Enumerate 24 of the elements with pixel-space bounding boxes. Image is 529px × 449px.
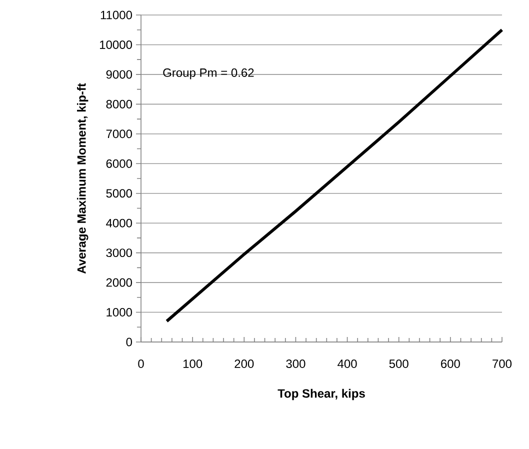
y-tick-label: 2000 [106, 278, 132, 287]
x-tick-label: 400 [338, 360, 357, 368]
x-tick-label: 300 [286, 360, 306, 368]
y-tick-label: 11000 [100, 10, 132, 20]
y-axis-title: Average Maximum Moment, kip-ft [77, 83, 88, 274]
y-tick-label: 3000 [106, 248, 132, 258]
y-tick-label: 0 [126, 338, 132, 346]
annotation: Group Pm = 0.62 [163, 68, 254, 80]
y-tick-label: 10000 [100, 40, 132, 49]
y-tick-label: 5000 [106, 189, 132, 198]
line-series [165, 28, 504, 323]
y-tick-label: 8000 [106, 100, 132, 108]
y-tick-label: 6000 [106, 159, 132, 168]
x-tick-label: 100 [183, 360, 202, 368]
y-tick-label: 7000 [106, 130, 132, 138]
x-tick-label: 500 [389, 360, 408, 368]
y-tick-label: 1000 [106, 308, 132, 317]
y-tick-label: 9000 [106, 70, 132, 79]
x-tick-label: 700 [492, 360, 512, 368]
y-tick-label: 4000 [106, 218, 132, 228]
x-tick-label: 0 [138, 360, 144, 368]
x-axis-title: Top Shear, kips [278, 388, 365, 400]
x-tick-label: 600 [441, 360, 460, 368]
x-tick-label: 200 [234, 360, 254, 368]
